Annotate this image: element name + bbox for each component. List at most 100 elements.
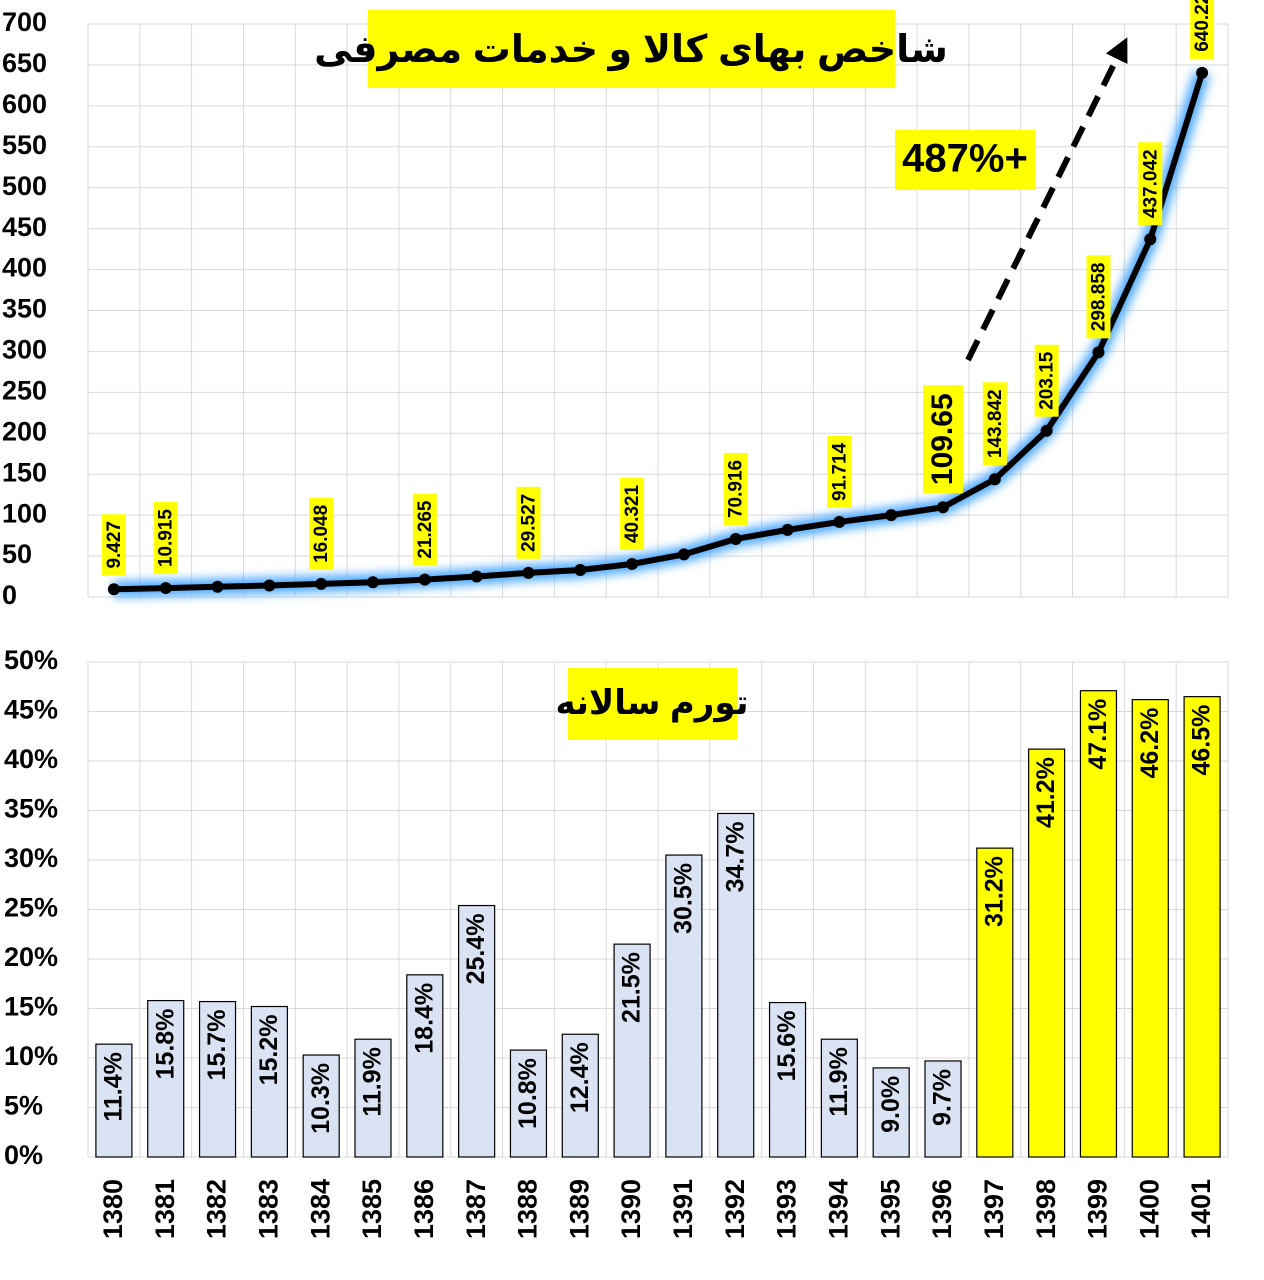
- y-tick-label: 700: [2, 7, 47, 37]
- point: [470, 570, 483, 583]
- point: [729, 532, 742, 545]
- value-label: 15.7%: [203, 1010, 231, 1081]
- point: [1196, 66, 1209, 79]
- point: [937, 501, 949, 514]
- x-tick-label: 1385: [357, 1179, 387, 1239]
- value-label: 11.9%: [359, 1047, 387, 1117]
- point: [833, 515, 846, 528]
- y-tick-label: 45%: [4, 695, 58, 725]
- value-label: 437.042: [1140, 149, 1161, 218]
- bar: [613, 943, 651, 1158]
- value-label: 203.15: [1037, 351, 1058, 410]
- value-label: 15.6%: [773, 1011, 801, 1082]
- y-tick-label: 250: [2, 375, 47, 405]
- bar: [1079, 690, 1118, 1158]
- y-tick-label: 400: [2, 253, 47, 283]
- value-label-box: [923, 385, 963, 494]
- x-tick-label: 1384: [305, 1179, 335, 1239]
- bar: [924, 1060, 962, 1158]
- bar: [872, 1067, 910, 1158]
- bar: [458, 904, 496, 1158]
- value-label: 21.5%: [618, 952, 646, 1023]
- value-label: 70.916: [726, 460, 747, 518]
- value-label: 9.427: [104, 521, 125, 569]
- bar: [976, 847, 1014, 1158]
- bar: [198, 1000, 237, 1158]
- value-label-box: [723, 452, 748, 525]
- line: [113, 72, 1205, 593]
- x-tick-label: 1391: [668, 1179, 698, 1239]
- bar: [302, 1054, 340, 1158]
- x-tick-label: 1395: [875, 1179, 905, 1239]
- value-label: 29.527: [518, 494, 539, 552]
- value-label: 9.0%: [877, 1076, 905, 1133]
- point: [781, 523, 794, 536]
- x-tick-label: 1380: [98, 1179, 128, 1239]
- value-label-box: [101, 514, 126, 576]
- point: [211, 580, 224, 593]
- value-label: 10.915: [156, 509, 177, 568]
- bar: [95, 1043, 133, 1158]
- value-label: 21.265: [415, 500, 436, 559]
- point: [1092, 346, 1105, 359]
- annotation-box: [895, 130, 1035, 190]
- value-label: 298.858: [1088, 263, 1109, 332]
- x-tick-label: 1388: [513, 1179, 543, 1239]
- x-tick-label: 1381: [150, 1179, 180, 1239]
- y-tick-label: 50%: [4, 645, 58, 675]
- bar: [509, 1049, 548, 1158]
- bar: [1028, 748, 1066, 1158]
- point: [315, 577, 328, 590]
- value-label: 34.7%: [721, 821, 749, 892]
- y-tick-label: 350: [2, 294, 47, 324]
- value-label-box: [153, 502, 178, 575]
- point: [367, 576, 379, 589]
- value-label: 143.842: [985, 389, 1006, 458]
- value-label: 18.4%: [410, 983, 438, 1054]
- value-label: 41.2%: [1032, 757, 1060, 828]
- value-label: 46.2%: [1136, 708, 1164, 779]
- point: [159, 582, 172, 595]
- value-label: 10.3%: [307, 1063, 335, 1134]
- y-tick-label: 20%: [4, 942, 58, 972]
- value-label: 9.7%: [929, 1069, 957, 1126]
- value-label: 40.321: [622, 485, 643, 544]
- point: [626, 557, 639, 570]
- x-tick-label: 1393: [772, 1179, 802, 1239]
- value-label: 10.8%: [514, 1058, 542, 1129]
- point: [1144, 233, 1157, 246]
- x-tick-label: 1383: [253, 1179, 283, 1239]
- point: [418, 573, 431, 586]
- bar: [1183, 696, 1221, 1158]
- chart-title: تورم سالانه: [556, 684, 749, 723]
- point: [522, 566, 535, 579]
- x-tick-label: 1389: [564, 1179, 594, 1239]
- y-tick-label: 25%: [4, 893, 58, 923]
- value-label: 91.714: [829, 442, 850, 501]
- point: [885, 509, 898, 522]
- x-tick-label: 1397: [979, 1179, 1009, 1239]
- value-label: 11.4%: [100, 1052, 128, 1122]
- value-label-box: [827, 435, 852, 508]
- bar: [561, 1033, 599, 1158]
- bar: [354, 1038, 392, 1158]
- value-label: 30.5%: [670, 863, 698, 934]
- point: [677, 548, 690, 561]
- annotation: 487%+: [902, 137, 1028, 181]
- value-label: 16.048: [311, 505, 332, 563]
- bar: [250, 1005, 288, 1158]
- bar: [1131, 699, 1169, 1158]
- point: [988, 473, 1001, 486]
- value-label-box: [1034, 344, 1059, 417]
- y-tick-label: 100: [2, 498, 47, 528]
- value-label-box: [1138, 142, 1163, 226]
- value-label: 12.4%: [566, 1042, 594, 1113]
- bar: [820, 1038, 858, 1158]
- point: [1040, 424, 1053, 437]
- value-label-box: [516, 486, 541, 559]
- value-label-box: [309, 497, 334, 570]
- y-tick-label: 15%: [4, 992, 58, 1022]
- y-tick-label: 40%: [4, 744, 58, 774]
- y-tick-label: 500: [2, 171, 47, 201]
